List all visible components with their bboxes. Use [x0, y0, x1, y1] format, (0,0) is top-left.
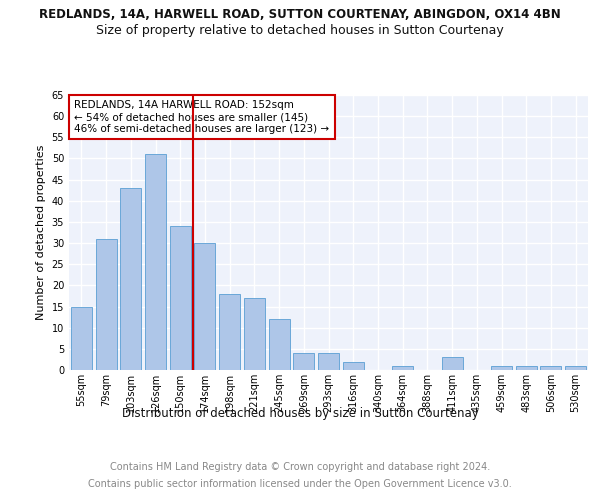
Bar: [343, 362, 364, 370]
Text: REDLANDS, 14A HARWELL ROAD: 152sqm
← 54% of detached houses are smaller (145)
46: REDLANDS, 14A HARWELL ROAD: 152sqm ← 54%…: [74, 100, 329, 134]
Bar: [145, 154, 166, 370]
Bar: [120, 188, 141, 370]
Bar: [491, 366, 512, 370]
Text: Distribution of detached houses by size in Sutton Courtenay: Distribution of detached houses by size …: [122, 408, 478, 420]
Bar: [219, 294, 240, 370]
Bar: [392, 366, 413, 370]
Bar: [95, 239, 116, 370]
Bar: [293, 353, 314, 370]
Bar: [541, 366, 562, 370]
Bar: [244, 298, 265, 370]
Bar: [318, 353, 339, 370]
Bar: [269, 319, 290, 370]
Y-axis label: Number of detached properties: Number of detached properties: [36, 145, 46, 320]
Text: Contains public sector information licensed under the Open Government Licence v3: Contains public sector information licen…: [88, 479, 512, 489]
Text: Contains HM Land Registry data © Crown copyright and database right 2024.: Contains HM Land Registry data © Crown c…: [110, 462, 490, 472]
Bar: [170, 226, 191, 370]
Bar: [442, 358, 463, 370]
Bar: [194, 243, 215, 370]
Text: Size of property relative to detached houses in Sutton Courtenay: Size of property relative to detached ho…: [96, 24, 504, 37]
Bar: [565, 366, 586, 370]
Text: REDLANDS, 14A, HARWELL ROAD, SUTTON COURTENAY, ABINGDON, OX14 4BN: REDLANDS, 14A, HARWELL ROAD, SUTTON COUR…: [39, 8, 561, 20]
Bar: [516, 366, 537, 370]
Bar: [71, 306, 92, 370]
